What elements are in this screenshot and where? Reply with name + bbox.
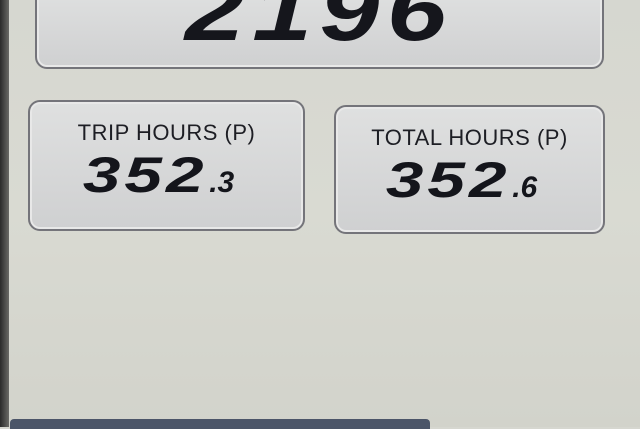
value-integer: 352 [82, 147, 208, 203]
bottom-bar [10, 419, 430, 429]
value-decimal: .3 [209, 166, 235, 199]
tile-label: TOTAL HOURS (P) [371, 125, 568, 150]
tile: TRIP HOURS (P) 352.3 [28, 100, 305, 231]
tile-value: 352.3 [30, 146, 303, 204]
readout-value: 2196 [184, 0, 455, 59]
tile-value: 352.6 [336, 151, 603, 209]
top-readout: 2196 [35, 0, 604, 69]
tile-label: TRIP HOURS (P) [77, 120, 256, 145]
tile: TOTAL HOURS (P) 352.6 [334, 105, 605, 234]
value-integer: 352 [385, 152, 511, 208]
value-decimal: .6 [512, 171, 538, 204]
screen-edge [0, 0, 9, 427]
